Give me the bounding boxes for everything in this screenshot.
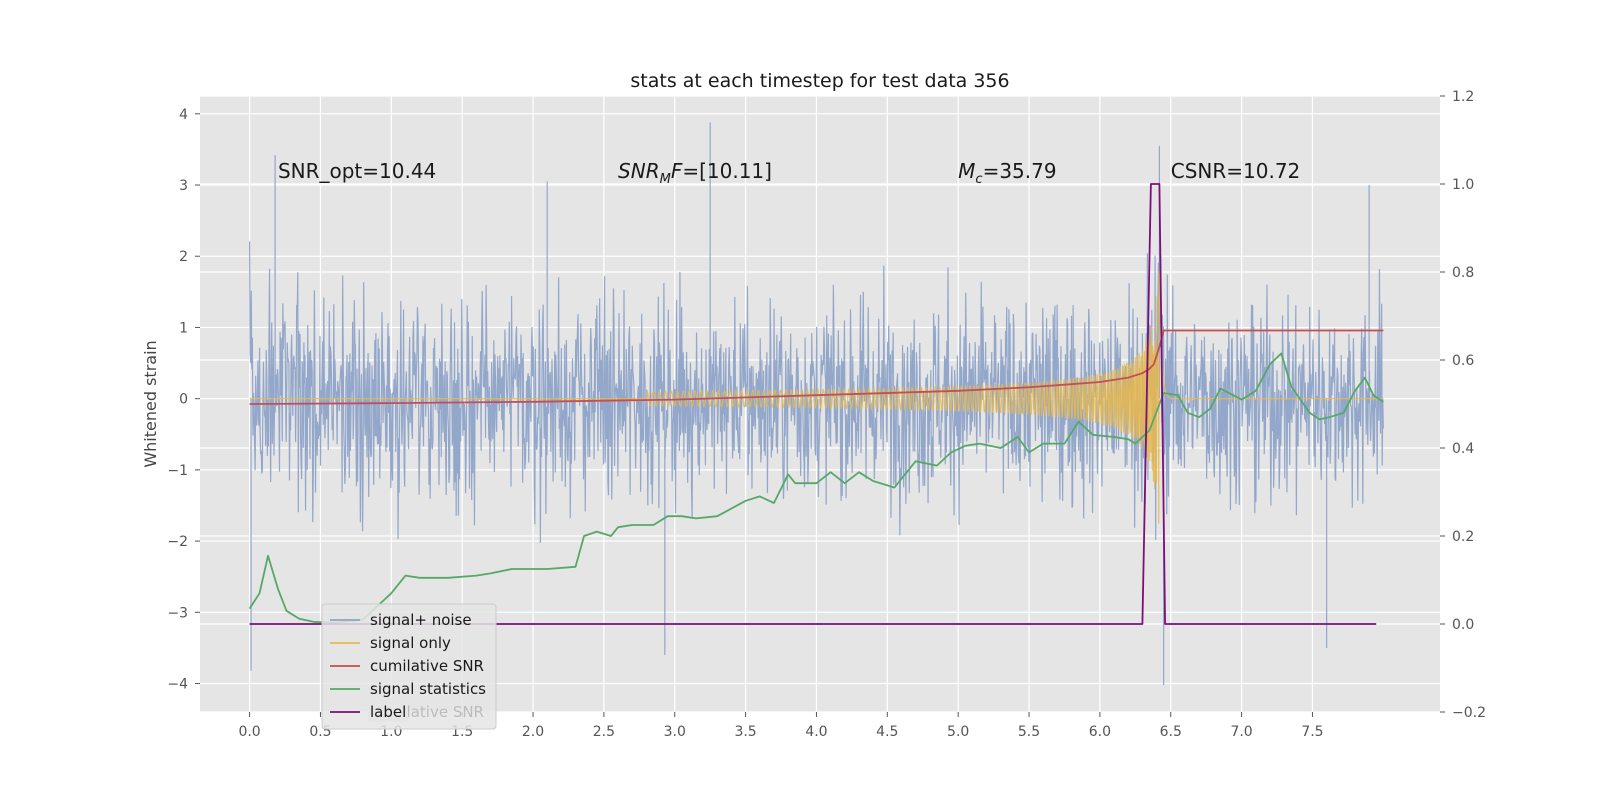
series-signal-only	[249, 269, 1384, 524]
y2-tick-label: −0.2	[1452, 705, 1486, 721]
annotation-0: SNR_opt=10.44	[278, 159, 436, 183]
x-tick-label: 3.0	[664, 724, 686, 740]
y-axis-right: −0.2 0.0 0.2 0.4 0.6 0.8 1.0 1.2	[1440, 89, 1486, 721]
y-tick-label: −2	[167, 534, 188, 550]
y-tick-label: 3	[179, 178, 188, 194]
annotation-2: Mc=35.79	[958, 159, 1056, 187]
y2-tick-label: 1.0	[1452, 177, 1474, 193]
x-tick-label: 6.5	[1160, 724, 1182, 740]
annotations: SNR_opt=10.44 SNRMF=[10.11] Mc=35.79 CSNR=1…	[278, 159, 1300, 187]
x-tick-label: 3.5	[734, 724, 756, 740]
x-tick-label: 5.5	[1018, 724, 1040, 740]
x-tick-label: 5.0	[947, 724, 969, 740]
y-axis-label: Whitened strain	[141, 340, 160, 467]
annotation-1: SNRMF=[10.11]	[618, 159, 772, 187]
y2-tick-label: 0.4	[1452, 441, 1474, 457]
legend-label-bg	[368, 702, 408, 722]
x-tick-label: 2.0	[522, 724, 544, 740]
y2-tick-label: 0.6	[1452, 353, 1474, 369]
x-tick-label: 0.0	[238, 724, 260, 740]
y-tick-label: 1	[179, 320, 188, 336]
series-signal-statistics	[248, 352, 1384, 624]
chart-title: stats at each timestep for test data 356	[630, 70, 1009, 92]
y-tick-label: 4	[179, 107, 188, 123]
x-tick-label: 4.0	[805, 724, 827, 740]
series-layer	[248, 122, 1384, 685]
y-tick-label: 2	[179, 249, 188, 265]
series-label	[249, 183, 1377, 625]
y-tick-label: −1	[167, 463, 188, 479]
y2-tick-label: 0.0	[1452, 617, 1474, 633]
y2-tick-label: 1.2	[1452, 89, 1474, 105]
legend-label: signal only	[370, 634, 451, 652]
legend-label: cumilative SNR	[370, 657, 484, 675]
y-tick-label: −4	[167, 677, 188, 693]
x-tick-label: 7.5	[1301, 724, 1323, 740]
legend-label: signal+ noise	[370, 611, 472, 629]
legend-box	[321, 603, 497, 730]
y-axis-left: −4 −3 −2 −1 0 1 2 3 4	[167, 107, 200, 693]
x-tick-label: 6.0	[1089, 724, 1111, 740]
y2-tick-label: 0.8	[1452, 265, 1474, 281]
x-tick-label: 7.0	[1230, 724, 1252, 740]
legend-label: label	[370, 703, 406, 721]
x-tick-label: 2.5	[593, 724, 615, 740]
legend-label: signal statistics	[370, 680, 486, 698]
series-cumilative-snr	[249, 329, 1384, 405]
y-tick-label: −3	[167, 605, 188, 621]
y2-tick-label: 0.2	[1452, 529, 1474, 545]
x-tick-label: 4.5	[876, 724, 898, 740]
annotation-3: CSNR=10.72	[1171, 159, 1301, 183]
y-tick-label: 0	[179, 392, 188, 408]
